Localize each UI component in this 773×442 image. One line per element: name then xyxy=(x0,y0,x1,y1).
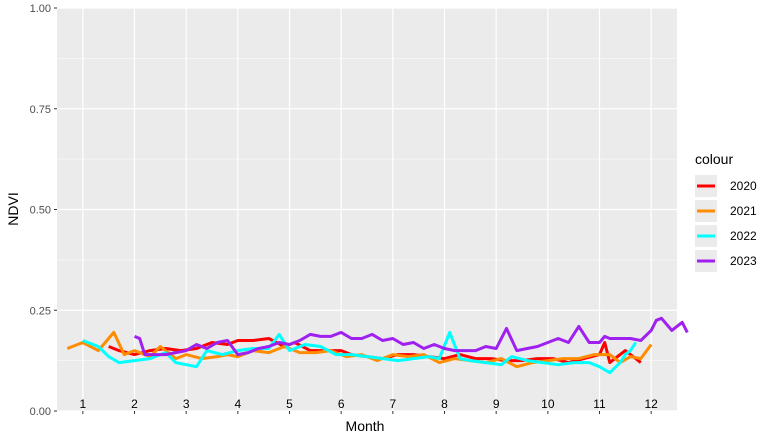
month-label: 10 xyxy=(541,397,555,411)
month-label: 4 xyxy=(234,397,241,411)
legend-label-2022: 2022 xyxy=(730,229,757,243)
series-line-2023 xyxy=(133,316,689,357)
legend-label-2020: 2020 xyxy=(730,179,757,193)
month-label: 1 xyxy=(79,397,86,411)
legend-label-2021: 2021 xyxy=(730,204,757,218)
y-tick-label: 0.00 xyxy=(30,406,51,418)
legend-title: colour xyxy=(695,151,733,167)
month-label: 8 xyxy=(441,397,448,411)
y-tick-label: 1.00 xyxy=(30,3,51,15)
month-label: 5 xyxy=(286,397,293,411)
y-tick-label: 0.25 xyxy=(30,305,51,317)
legend-label-2023: 2023 xyxy=(730,254,757,268)
x-axis xyxy=(82,411,652,414)
legend: colour 2020 2021 2022 2023 xyxy=(695,151,757,272)
x-axis-title: Month xyxy=(346,418,385,434)
y-tick-label: 0.50 xyxy=(30,205,51,217)
y-axis: 0.00 0.25 0.50 0.75 1.00 xyxy=(30,3,57,418)
month-labels: 1 2 3 4 5 6 7 8 9 10 11 12 xyxy=(79,397,658,411)
y-axis-title: NDVI xyxy=(5,192,21,225)
month-label: 3 xyxy=(183,397,190,411)
month-label: 2 xyxy=(131,397,138,411)
month-label: 7 xyxy=(389,397,396,411)
y-tick-label: 0.75 xyxy=(30,104,51,116)
series-line-2022 xyxy=(82,330,637,375)
month-label: 6 xyxy=(338,397,345,411)
series-lines xyxy=(66,316,689,375)
month-label: 11 xyxy=(593,397,606,411)
month-label: 9 xyxy=(493,397,500,411)
month-label: 12 xyxy=(644,397,658,411)
